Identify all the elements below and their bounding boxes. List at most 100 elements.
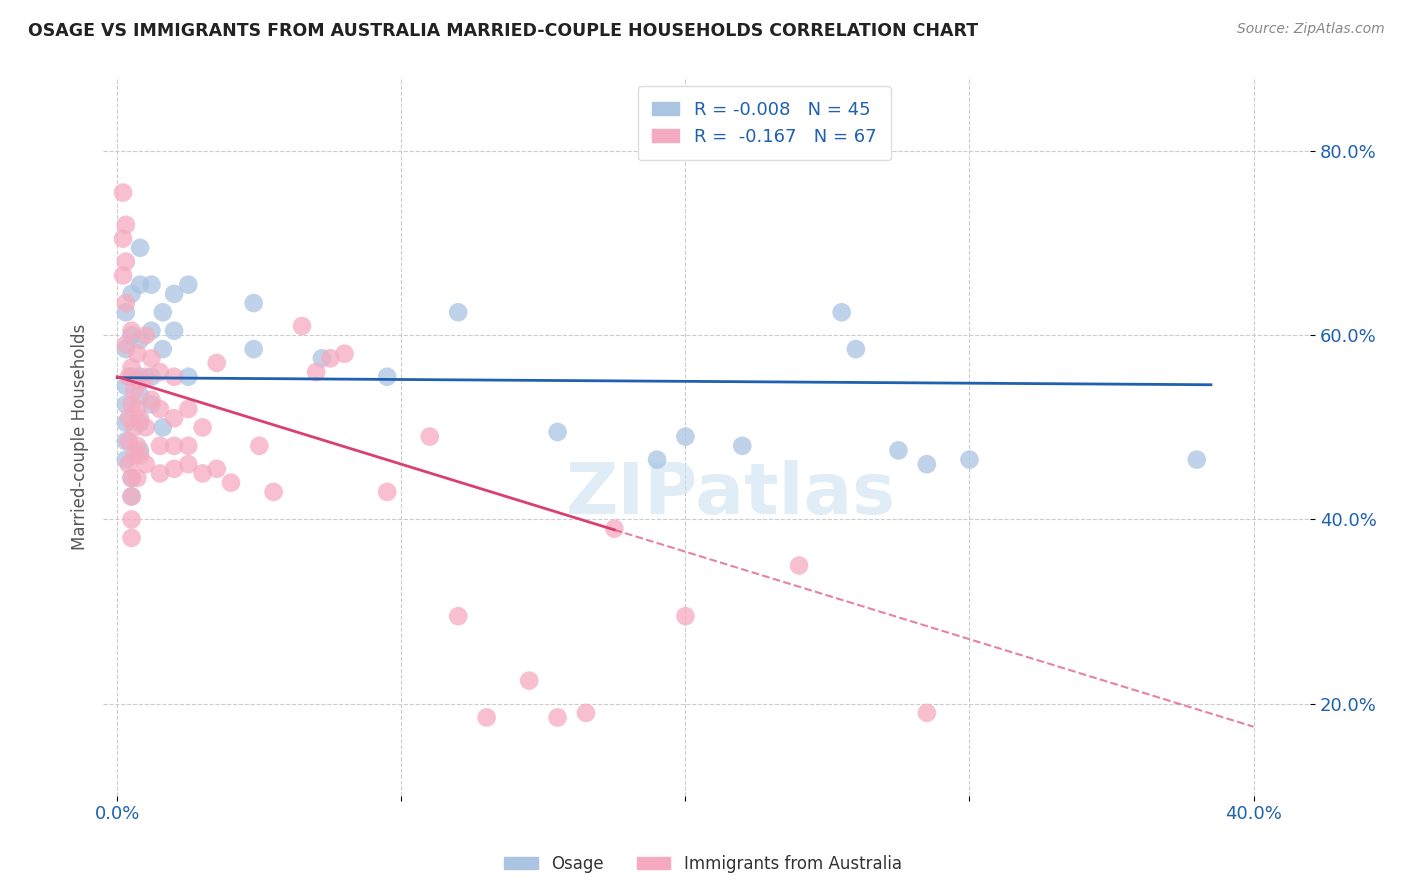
Point bbox=[121, 490, 143, 504]
Point bbox=[419, 429, 441, 443]
Point bbox=[121, 471, 143, 485]
Point bbox=[163, 439, 186, 453]
Point bbox=[115, 337, 138, 351]
Point bbox=[121, 328, 143, 343]
Point bbox=[177, 277, 200, 292]
Point bbox=[375, 484, 398, 499]
Text: OSAGE VS IMMIGRANTS FROM AUSTRALIA MARRIED-COUPLE HOUSEHOLDS CORRELATION CHART: OSAGE VS IMMIGRANTS FROM AUSTRALIA MARRI… bbox=[28, 22, 979, 40]
Point bbox=[121, 531, 143, 545]
Point bbox=[124, 384, 146, 398]
Point bbox=[152, 420, 174, 434]
Point bbox=[129, 443, 152, 458]
Point bbox=[135, 420, 157, 434]
Point bbox=[163, 462, 186, 476]
Point bbox=[129, 388, 152, 402]
Point bbox=[127, 439, 149, 453]
Point bbox=[129, 241, 152, 255]
Point bbox=[447, 305, 470, 319]
Point bbox=[127, 471, 149, 485]
Point bbox=[129, 277, 152, 292]
Point bbox=[141, 277, 163, 292]
Point bbox=[915, 457, 938, 471]
Point bbox=[118, 457, 141, 471]
Point bbox=[121, 490, 143, 504]
Point bbox=[135, 369, 157, 384]
Legend: Osage, Immigrants from Australia: Osage, Immigrants from Australia bbox=[498, 848, 908, 880]
Point bbox=[1185, 452, 1208, 467]
Point bbox=[263, 484, 285, 499]
Point bbox=[121, 369, 143, 384]
Point bbox=[915, 706, 938, 720]
Point bbox=[121, 286, 143, 301]
Point bbox=[787, 558, 810, 573]
Point bbox=[141, 369, 163, 384]
Point bbox=[152, 342, 174, 356]
Legend: R = -0.008   N = 45, R =  -0.167   N = 67: R = -0.008 N = 45, R = -0.167 N = 67 bbox=[638, 87, 891, 161]
Point bbox=[205, 356, 228, 370]
Point bbox=[129, 411, 152, 425]
Point bbox=[141, 392, 163, 407]
Point bbox=[141, 351, 163, 366]
Point bbox=[124, 420, 146, 434]
Point bbox=[115, 342, 138, 356]
Point bbox=[129, 448, 152, 462]
Point bbox=[959, 452, 981, 467]
Point bbox=[375, 369, 398, 384]
Point bbox=[311, 351, 333, 366]
Point bbox=[121, 324, 143, 338]
Point bbox=[115, 296, 138, 310]
Point bbox=[121, 512, 143, 526]
Point bbox=[115, 452, 138, 467]
Point bbox=[118, 411, 141, 425]
Point bbox=[149, 439, 172, 453]
Point bbox=[115, 416, 138, 430]
Point bbox=[205, 462, 228, 476]
Point bbox=[675, 609, 697, 624]
Point bbox=[242, 342, 264, 356]
Point bbox=[517, 673, 540, 688]
Point bbox=[177, 369, 200, 384]
Point bbox=[645, 452, 668, 467]
Point bbox=[118, 434, 141, 449]
Point bbox=[111, 186, 134, 200]
Point bbox=[575, 706, 598, 720]
Point bbox=[319, 351, 342, 366]
Point bbox=[129, 416, 152, 430]
Point bbox=[603, 522, 626, 536]
Point bbox=[547, 425, 569, 439]
Point bbox=[887, 443, 910, 458]
Point bbox=[135, 328, 157, 343]
Point bbox=[163, 411, 186, 425]
Point bbox=[121, 397, 143, 411]
Point bbox=[149, 401, 172, 416]
Point bbox=[149, 365, 172, 379]
Point bbox=[219, 475, 242, 490]
Point bbox=[124, 448, 146, 462]
Point bbox=[115, 434, 138, 449]
Point bbox=[163, 324, 186, 338]
Point bbox=[845, 342, 868, 356]
Point bbox=[121, 360, 143, 375]
Point bbox=[115, 379, 138, 393]
Point bbox=[115, 218, 138, 232]
Point bbox=[447, 609, 470, 624]
Point bbox=[191, 420, 214, 434]
Point bbox=[177, 457, 200, 471]
Point bbox=[333, 347, 356, 361]
Point bbox=[121, 471, 143, 485]
Point bbox=[547, 710, 569, 724]
Point bbox=[242, 296, 264, 310]
Point bbox=[163, 369, 186, 384]
Point bbox=[135, 457, 157, 471]
Point bbox=[115, 305, 138, 319]
Point bbox=[127, 347, 149, 361]
Point bbox=[111, 231, 134, 245]
Point bbox=[675, 429, 697, 443]
Point bbox=[129, 333, 152, 347]
Point bbox=[115, 397, 138, 411]
Point bbox=[163, 286, 186, 301]
Point bbox=[152, 305, 174, 319]
Text: ZIPatlas: ZIPatlas bbox=[565, 459, 896, 529]
Point bbox=[475, 710, 498, 724]
Point bbox=[177, 439, 200, 453]
